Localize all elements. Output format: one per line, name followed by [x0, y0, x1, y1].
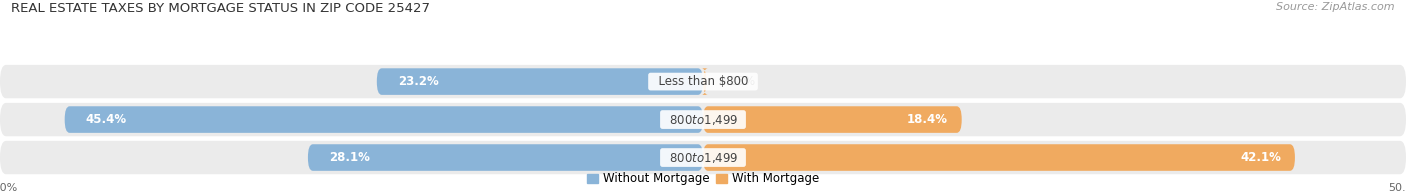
- FancyBboxPatch shape: [703, 144, 1295, 171]
- FancyBboxPatch shape: [308, 144, 703, 171]
- Text: 23.2%: 23.2%: [398, 75, 439, 88]
- Text: Less than $800: Less than $800: [651, 75, 755, 88]
- FancyBboxPatch shape: [0, 141, 1406, 174]
- Text: Source: ZipAtlas.com: Source: ZipAtlas.com: [1277, 2, 1395, 12]
- FancyBboxPatch shape: [0, 103, 1406, 136]
- Text: $800 to $1,499: $800 to $1,499: [662, 113, 744, 127]
- Text: 42.1%: 42.1%: [1240, 151, 1281, 164]
- Legend: Without Mortgage, With Mortgage: Without Mortgage, With Mortgage: [582, 168, 824, 190]
- FancyBboxPatch shape: [377, 68, 703, 95]
- Text: 0.25%: 0.25%: [718, 75, 755, 88]
- FancyBboxPatch shape: [0, 65, 1406, 98]
- Text: 18.4%: 18.4%: [907, 113, 948, 126]
- Text: REAL ESTATE TAXES BY MORTGAGE STATUS IN ZIP CODE 25427: REAL ESTATE TAXES BY MORTGAGE STATUS IN …: [11, 2, 430, 15]
- FancyBboxPatch shape: [65, 106, 703, 133]
- FancyBboxPatch shape: [703, 106, 962, 133]
- Text: $800 to $1,499: $800 to $1,499: [662, 151, 744, 164]
- Text: 28.1%: 28.1%: [329, 151, 370, 164]
- FancyBboxPatch shape: [702, 68, 709, 95]
- Text: 45.4%: 45.4%: [86, 113, 127, 126]
